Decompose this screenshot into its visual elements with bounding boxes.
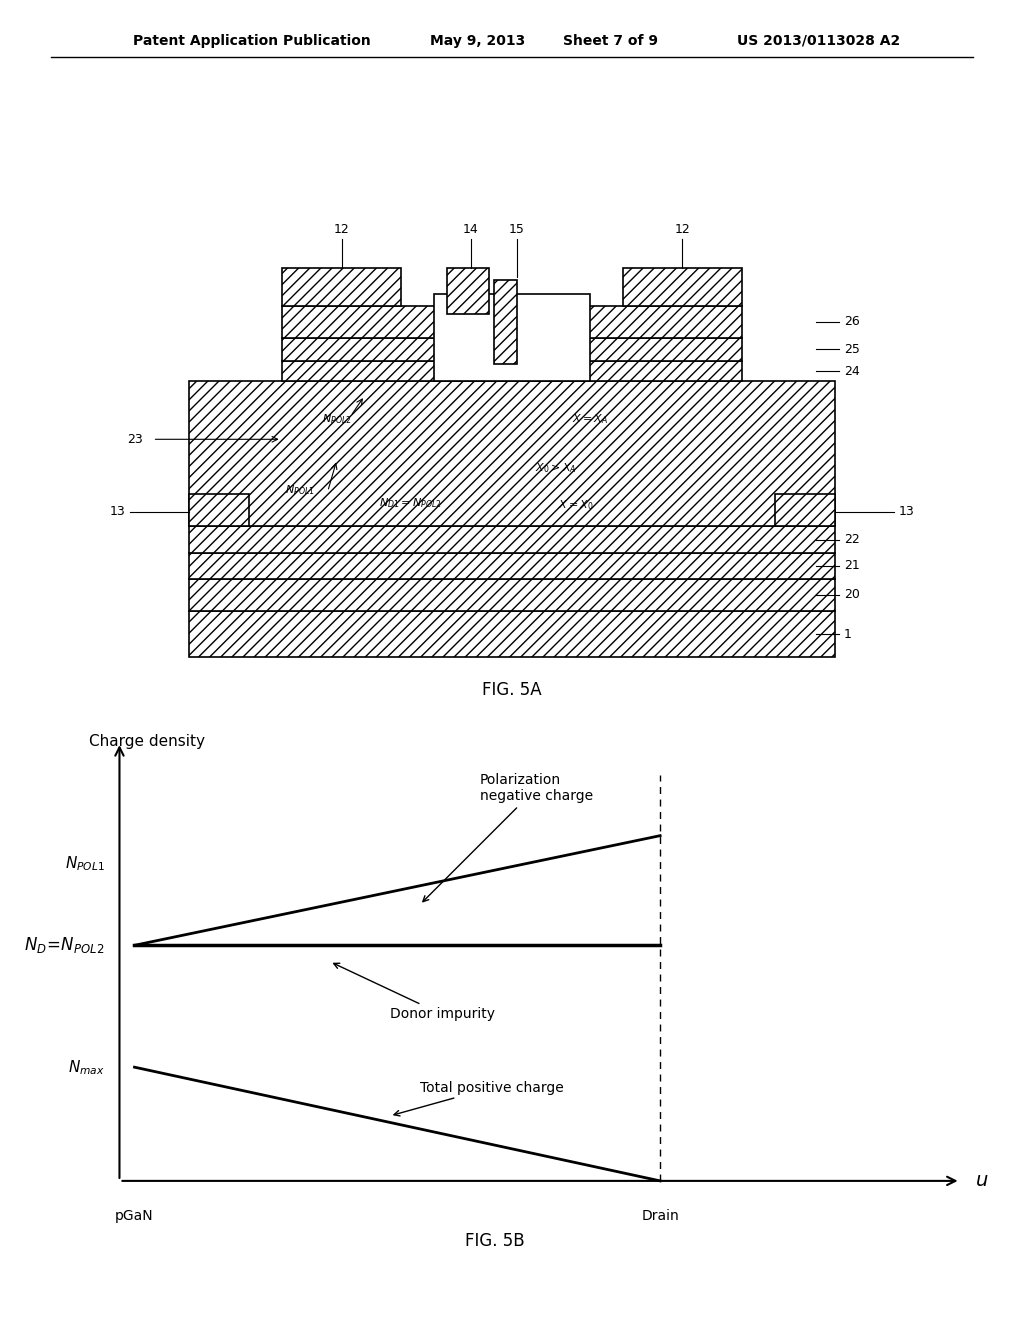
Text: 13: 13 [899,506,914,519]
Text: 22: 22 [844,533,859,546]
Text: 25: 25 [844,343,860,356]
FancyBboxPatch shape [434,294,591,381]
Text: Polarization
negative charge: Polarization negative charge [423,774,593,902]
Text: 14: 14 [463,223,478,236]
FancyBboxPatch shape [494,280,517,364]
Text: Charge density: Charge density [89,734,206,750]
Text: 12: 12 [334,223,349,236]
Text: $N_{POL1}$: $N_{POL1}$ [285,483,315,496]
Text: US 2013/0113028 A2: US 2013/0113028 A2 [737,34,900,48]
FancyBboxPatch shape [447,268,489,314]
FancyBboxPatch shape [189,495,250,527]
Text: 1: 1 [844,628,852,642]
FancyBboxPatch shape [189,381,835,527]
Text: 21: 21 [844,560,859,573]
FancyBboxPatch shape [189,578,835,611]
Text: May 9, 2013: May 9, 2013 [430,34,525,48]
Text: 12: 12 [675,223,690,236]
Text: FIG. 5B: FIG. 5B [465,1232,524,1250]
FancyBboxPatch shape [189,527,835,553]
Text: $X=X_0$: $X=X_0$ [558,498,594,512]
Text: $N_{POL1}$: $N_{POL1}$ [65,855,104,874]
Text: 23: 23 [128,433,143,446]
FancyBboxPatch shape [189,553,835,578]
Text: Patent Application Publication: Patent Application Publication [133,34,371,48]
Text: 15: 15 [509,223,524,236]
FancyBboxPatch shape [775,495,835,527]
FancyBboxPatch shape [282,306,742,338]
Text: $N_D\!=\! N_{POL2}$: $N_D\!=\! N_{POL2}$ [25,936,104,956]
FancyBboxPatch shape [189,611,835,657]
FancyBboxPatch shape [282,338,742,360]
Text: u: u [976,1171,988,1191]
Text: 24: 24 [844,364,859,378]
Text: pGaN: pGaN [115,1209,154,1224]
Text: 13: 13 [110,506,125,519]
FancyBboxPatch shape [623,268,742,306]
Text: 26: 26 [844,315,859,329]
Text: $X_0>X_A$: $X_0>X_A$ [536,461,577,475]
Text: Drain: Drain [641,1209,679,1224]
Text: $N_{POL2}$: $N_{POL2}$ [323,412,351,425]
Text: $N_{D1}=N_{POL2}$: $N_{D1}=N_{POL2}$ [379,496,442,510]
FancyBboxPatch shape [282,268,401,306]
Text: $X=X_A$: $X=X_A$ [572,412,608,425]
Text: Total positive charge: Total positive charge [394,1081,563,1115]
Text: $N_{max}$: $N_{max}$ [68,1057,104,1077]
Text: 20: 20 [844,589,860,602]
Text: FIG. 5A: FIG. 5A [482,681,542,698]
Text: Sheet 7 of 9: Sheet 7 of 9 [563,34,658,48]
FancyBboxPatch shape [282,360,742,381]
Text: Donor impurity: Donor impurity [334,964,495,1022]
